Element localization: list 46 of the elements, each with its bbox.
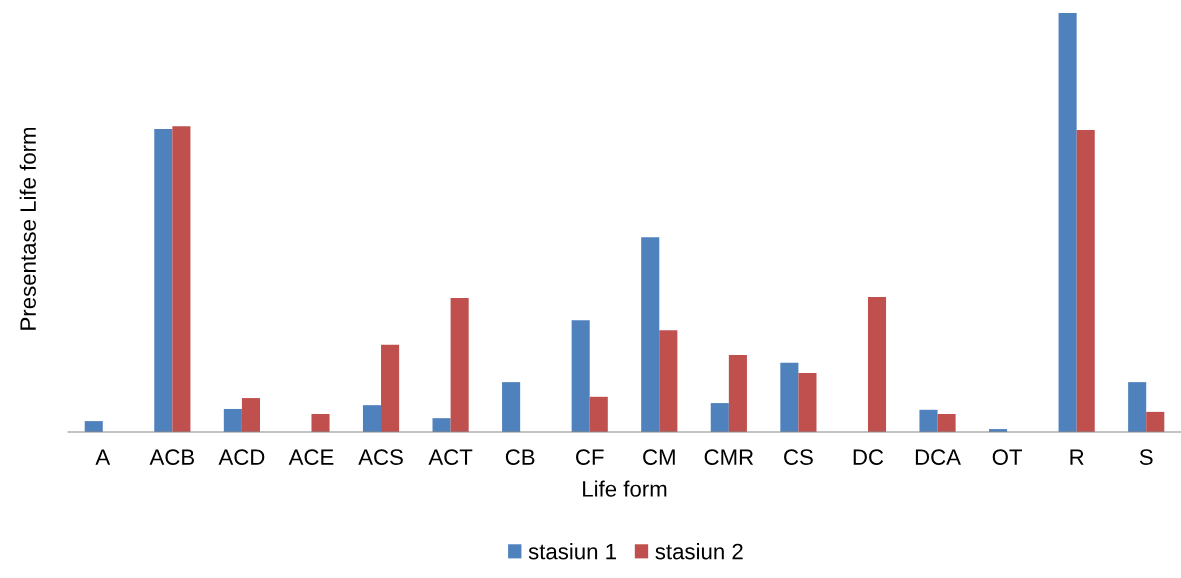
bar — [659, 330, 678, 432]
bar — [641, 237, 660, 432]
x-tick-label: CB — [505, 449, 535, 465]
x-tick-label: OT — [992, 449, 1023, 465]
x-tick-label: S — [1139, 449, 1153, 465]
y-axis-title: Presentase Life form — [19, 127, 36, 330]
bar — [362, 405, 382, 432]
legend-label: stasiun 2 — [655, 543, 743, 560]
bar — [780, 362, 799, 432]
bar — [311, 413, 330, 432]
bar — [84, 421, 103, 432]
x-tick-label: CS — [784, 449, 813, 465]
x-tick-label: CF — [576, 449, 604, 465]
bar — [223, 408, 242, 432]
bar — [172, 126, 191, 432]
bar — [867, 297, 887, 432]
bar — [798, 372, 817, 432]
bar — [450, 297, 469, 432]
x-tick-label: ACE — [288, 449, 334, 465]
x-tick-label: ACB — [149, 449, 195, 465]
x-tick-label: R — [1070, 449, 1084, 465]
bar — [154, 129, 173, 432]
bar — [1128, 382, 1147, 432]
x-tick-label: ACS — [358, 449, 403, 465]
bar — [571, 320, 590, 432]
bar — [1058, 13, 1077, 432]
x-tick-label: ACD — [218, 449, 265, 465]
bar — [1076, 129, 1095, 432]
legend-label: stasiun 1 — [528, 543, 616, 560]
x-tick-label: DC — [853, 449, 884, 465]
bar — [728, 354, 747, 432]
bar — [919, 409, 938, 432]
bar — [589, 396, 608, 432]
bar — [241, 398, 260, 432]
x-tick-label: CMR — [704, 449, 754, 465]
x-tick-label: CM — [643, 449, 675, 465]
bar — [381, 344, 400, 432]
x-tick-label: DCA — [915, 449, 961, 465]
bar — [937, 413, 956, 432]
bar — [1146, 411, 1165, 432]
x-tick-label: A — [95, 449, 111, 465]
bar — [502, 382, 521, 432]
x-axis-title: Life form — [583, 480, 667, 497]
x-tick-label: ACT — [428, 449, 473, 465]
bar — [432, 418, 451, 432]
bar — [710, 403, 729, 432]
